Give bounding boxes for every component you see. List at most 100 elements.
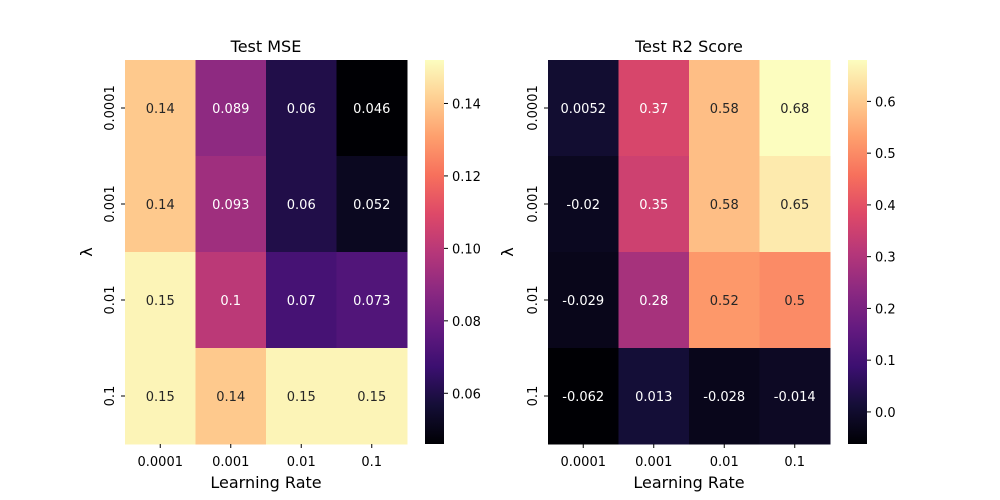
heatmap-cell (759, 60, 831, 157)
cell-value-label: 0.07 (287, 294, 316, 309)
colorbar-tick-label: 0.6 (875, 95, 896, 110)
heatmap-cell (689, 252, 760, 349)
heatmap-cell (548, 60, 619, 157)
colorbar-tick-label: 0.2 (875, 302, 896, 317)
cell-value-label: -0.014 (774, 390, 816, 405)
heatmap-cells: 0.14 0.089 0.06 0.046 0.14 0.093 0.06 0.052 0.15… (125, 60, 408, 445)
heatmap-cell (195, 60, 267, 157)
colorbar-tick-label: 0.08 (452, 315, 481, 330)
cell-value-label: 0.58 (710, 198, 739, 213)
colorbar-tick-label: 0.4 (875, 199, 896, 214)
cell-value-label: 0.15 (357, 390, 386, 405)
cell-value-label: -0.028 (703, 390, 745, 405)
colorbar-gradient (425, 60, 444, 444)
y-tick-label: 0.01 (526, 286, 541, 315)
y-tick-label: 0.0001 (103, 85, 118, 131)
colorbar-tick-label: 0.12 (452, 170, 481, 185)
colorbar-gradient (848, 60, 867, 444)
heatmap-cell (689, 60, 760, 157)
cell-value-label: 0.15 (146, 294, 175, 309)
colorbar: 0.0 0.1 0.2 0.3 0.4 0.5 0.6 (848, 60, 896, 444)
x-tick-label: 0.001 (212, 455, 249, 470)
cell-value-label: 0.35 (639, 198, 668, 213)
cell-value-label: 0.0052 (561, 102, 607, 117)
cell-value-label: 0.5 (784, 294, 805, 309)
x-tick-label: 0.1 (361, 455, 382, 470)
chart-title: Test MSE (230, 37, 302, 56)
cell-value-label: 0.14 (146, 102, 175, 117)
cell-value-label: 0.15 (146, 390, 175, 405)
colorbar-tick-label: 0.3 (875, 251, 896, 266)
heatmap-cell (125, 348, 196, 445)
heatmap-cell (195, 348, 267, 445)
heatmap-cell (618, 60, 690, 157)
heatmap-cell (125, 252, 196, 349)
heatmap-cell (548, 156, 619, 253)
cell-value-label: -0.02 (566, 198, 600, 213)
cell-value-label: 0.013 (635, 390, 672, 405)
heatmap-cell (618, 348, 690, 445)
colorbar-tick-label: 0.14 (452, 97, 481, 112)
cell-value-label: -0.062 (562, 390, 604, 405)
chart-title: Test R2 Score (634, 37, 743, 56)
x-tick-label: 0.0001 (138, 455, 184, 470)
cell-value-label: 0.52 (710, 294, 739, 309)
cell-value-label: 0.046 (353, 102, 390, 117)
cell-value-label: 0.15 (287, 390, 316, 405)
heatmap-cell (125, 60, 196, 157)
heatmap-cell (548, 348, 619, 445)
y-tick-label: 0.0001 (526, 85, 541, 131)
heatmap-panel-mse: Test MSE 0.14 0.089 0.06 0.046 0.14 0.093 0.06… (77, 37, 481, 492)
heatmap-cells: 0.0052 0.37 0.58 0.68 -0.02 0.35 0.58 0.65 -0.02… (548, 60, 831, 445)
y-tick-label: 0.001 (103, 185, 118, 222)
cell-value-label: 0.68 (780, 102, 809, 117)
heatmap-cell (195, 252, 267, 349)
heatmap-cell (689, 348, 760, 445)
x-tick-label: 0.0001 (561, 455, 607, 470)
heatmap-cell (266, 348, 337, 445)
cell-value-label: 0.65 (780, 198, 809, 213)
cell-value-label: 0.1 (220, 294, 241, 309)
heatmap-panel-r2: Test R2 Score 0.0052 0.37 0.58 0.68 -0.02 0.3… (498, 37, 896, 492)
cell-value-label: -0.029 (562, 294, 604, 309)
heatmap-cell (548, 252, 619, 349)
heatmap-cell (336, 252, 408, 349)
x-tick-labels: 0.0001 0.001 0.01 0.1 (138, 444, 382, 470)
x-tick-label: 0.01 (287, 455, 316, 470)
cell-value-label: 0.052 (353, 198, 390, 213)
cell-value-label: 0.37 (639, 102, 668, 117)
heatmap-cell (266, 60, 337, 157)
heatmap-cell (618, 156, 690, 253)
heatmap-cell (689, 156, 760, 253)
x-tick-label: 0.1 (784, 455, 805, 470)
colorbar-tick-label: 0.0 (875, 406, 896, 421)
heatmap-cell (759, 156, 831, 253)
x-axis-label: Learning Rate (210, 473, 321, 492)
y-tick-label: 0.001 (526, 185, 541, 222)
heatmap-cell (266, 252, 337, 349)
cell-value-label: 0.58 (710, 102, 739, 117)
cell-value-label: 0.073 (353, 294, 390, 309)
colorbar-tick-label: 0.10 (452, 242, 481, 257)
y-tick-label: 0.1 (526, 386, 541, 407)
cell-value-label: 0.06 (287, 198, 316, 213)
colorbar-tick-label: 0.5 (875, 147, 896, 162)
heatmap-cell (759, 348, 831, 445)
heatmap-cell (336, 156, 408, 253)
heatmap-cell (336, 348, 408, 445)
colorbar: 0.06 0.08 0.10 0.12 0.14 (425, 60, 481, 444)
y-tick-labels: 0.0001 0.001 0.01 0.1 (526, 85, 548, 406)
heatmap-cell (336, 60, 408, 157)
cell-value-label: 0.093 (212, 198, 249, 213)
y-axis-label: λ (77, 247, 96, 256)
cell-value-label: 0.14 (146, 198, 175, 213)
cell-value-label: 0.089 (212, 102, 249, 117)
heatmap-cell (759, 252, 831, 349)
x-tick-labels: 0.0001 0.001 0.01 0.1 (561, 444, 805, 470)
y-tick-label: 0.01 (103, 286, 118, 315)
y-axis-label: λ (498, 247, 517, 256)
x-tick-label: 0.01 (710, 455, 739, 470)
heatmap-cell (618, 252, 690, 349)
heatmap-cell (195, 156, 267, 253)
